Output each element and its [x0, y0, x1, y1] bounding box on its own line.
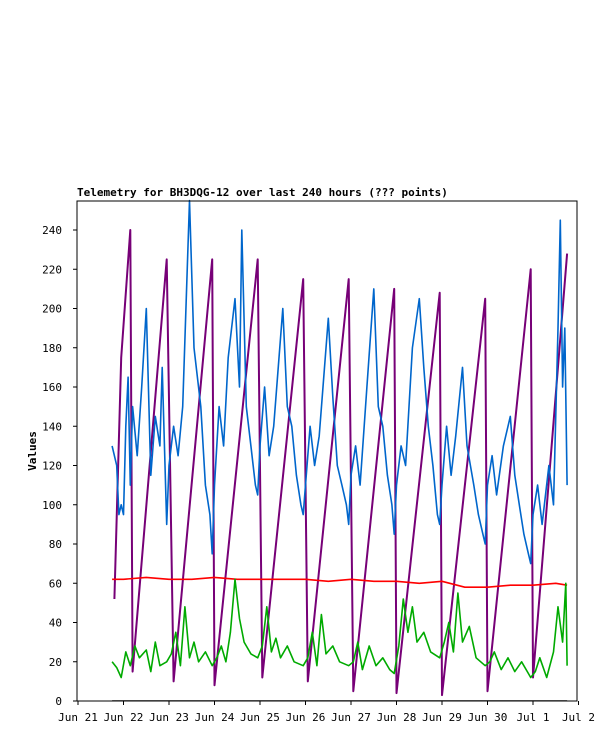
y-tick-label: 220 [42, 263, 62, 276]
x-tick-label: Jun 26 [286, 711, 326, 724]
series-line-1 [113, 229, 569, 697]
series-layer [111, 199, 569, 701]
y-tick-label: 40 [49, 617, 62, 630]
y-tick-label: 240 [42, 224, 62, 237]
x-tick-label: Jun 25 [240, 711, 280, 724]
x-tick-label: Jun 28 [377, 711, 417, 724]
y-tick-label: 160 [42, 381, 62, 394]
x-tick-label: Jun 21 [58, 711, 98, 724]
plot-frame [76, 200, 578, 702]
x-tick-label: Jun 29 [422, 711, 462, 724]
y-tick-label: 60 [49, 577, 62, 590]
x-tick-label: Jun 22 [104, 711, 144, 724]
y-tick-label: 140 [42, 420, 62, 433]
series-line-4 [111, 578, 568, 679]
x-tick-label: Jun 24 [195, 711, 235, 724]
series-line-2 [111, 199, 568, 565]
y-axis-label: Values [26, 431, 39, 471]
y-tick-label: 180 [42, 342, 62, 355]
y-tick-label: 100 [42, 499, 62, 512]
x-tick-label: Jul 1 [516, 711, 549, 724]
y-tick-label: 0 [55, 695, 62, 708]
y-tick-label: 20 [49, 656, 62, 669]
x-tick-label: Jun 27 [331, 711, 371, 724]
x-tick-label: Jul 2 [562, 711, 595, 724]
y-tick-label: 80 [49, 538, 62, 551]
y-tick-label: 200 [42, 303, 62, 316]
x-tick-label: Jun 30 [468, 711, 508, 724]
axis-layer: Jun 21 Jun 22 Jun 23 Jun 24 Jun 25 Jun 26 Jun … [42, 224, 595, 724]
x-tick-label: Jun 23 [149, 711, 189, 724]
series-line-3 [112, 576, 568, 589]
chart-title: Telemetry for BH3DQG-12 over last 240 ho… [77, 186, 448, 199]
y-tick-label: 120 [42, 460, 62, 473]
